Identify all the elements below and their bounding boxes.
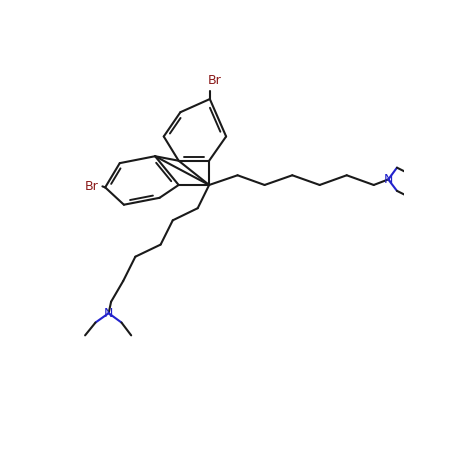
Text: Br: Br (207, 74, 221, 87)
Text: N: N (383, 173, 393, 186)
Text: Br: Br (85, 180, 98, 193)
Text: N: N (104, 307, 113, 320)
